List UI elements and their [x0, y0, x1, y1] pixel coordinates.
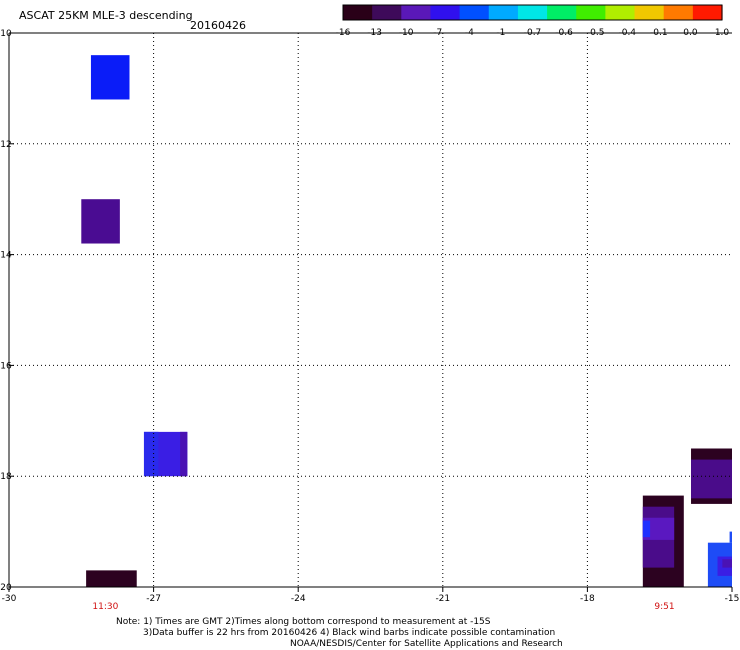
colorbar-swatch — [634, 5, 665, 20]
heatmap-cell — [642, 517, 675, 540]
colorbar-swatch — [663, 5, 694, 20]
y-tick-label: -10 — [0, 29, 12, 39]
colorbar-swatch — [692, 5, 723, 20]
heatmap-cell — [90, 55, 130, 100]
note-line-1: Note: 1) Times are GMT 2)Times along bot… — [116, 617, 491, 627]
chart-title: ASCAT 25KM MLE-3 descending — [19, 9, 193, 22]
colorbar-frame — [342, 4, 723, 21]
heatmap-cell — [143, 431, 159, 477]
heatmap-cell — [180, 431, 188, 477]
heatmap-cell — [86, 570, 137, 587]
colorbar-swatch — [430, 5, 461, 20]
x-tick-label: -24 — [291, 594, 306, 604]
y-tick-label: -18 — [0, 472, 12, 482]
note-line-3: NOAA/NESDIS/Center for Satellite Applica… — [290, 639, 563, 649]
x-tick-label: -27 — [146, 594, 161, 604]
time-label: 9:51 — [654, 602, 674, 612]
colorbar-swatch — [576, 5, 606, 20]
heatmap-cell — [642, 520, 651, 538]
heatmap-cell — [691, 459, 732, 499]
note-line-2: 3)Data buffer is 22 hrs from 20160426 4)… — [143, 628, 556, 638]
heatmap-cell — [722, 559, 732, 568]
y-tick-label: -20 — [0, 583, 12, 593]
x-tick-label: -18 — [580, 594, 595, 604]
x-tick-label: -15 — [725, 594, 740, 604]
x-tick-label: -21 — [435, 594, 450, 604]
heatmap-cell — [729, 531, 732, 543]
y-tick-label: -16 — [0, 361, 12, 371]
colorbar-swatch — [372, 5, 402, 20]
heatmap-cell — [81, 199, 120, 244]
colorbar-swatch — [343, 5, 373, 20]
colorbar-swatch — [605, 5, 636, 20]
y-tick-label: -14 — [0, 251, 12, 261]
colorbar-swatch — [488, 5, 519, 20]
colorbar-swatch — [547, 5, 577, 20]
colorbar-swatch — [459, 5, 490, 20]
colorbar-swatch — [517, 5, 548, 20]
colorbar-swatch — [401, 5, 432, 20]
chart-date: 20160426 — [190, 19, 246, 32]
y-tick-label: -12 — [0, 140, 12, 150]
x-tick-label: -30 — [2, 594, 17, 604]
time-label: 11:30 — [92, 602, 118, 612]
